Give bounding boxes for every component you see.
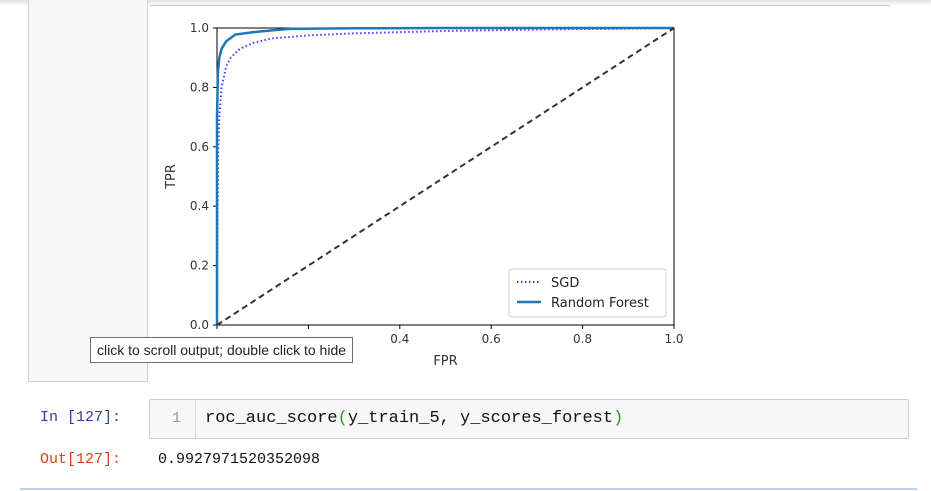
roc-plot[interactable]: 0.0 0.2 0.4 0.6 0.8 1.0 0.4 0.6 0.8 1.0 FPR TPR SGD R… xyxy=(150,8,710,380)
code-close-paren: ) xyxy=(613,409,624,428)
y-tick-label: 0.0 xyxy=(190,318,209,332)
code-open-paren: ( xyxy=(337,409,348,428)
code-function: roc_auc_score xyxy=(205,409,338,428)
legend-entry: Random Forest xyxy=(551,296,649,311)
output-prompt: Out[127]: xyxy=(40,451,122,468)
x-tick-label: 0.6 xyxy=(482,332,501,346)
code-args: y_train_5, y_scores_forest xyxy=(347,409,614,428)
series-line-sgd xyxy=(216,27,675,326)
x-tick-label: 0.4 xyxy=(390,332,409,346)
y-tick-label: 0.8 xyxy=(190,80,209,94)
legend-box xyxy=(508,268,667,318)
scroll-output-tooltip: click to scroll output; double click to … xyxy=(90,337,354,363)
cell-bottom-border xyxy=(20,488,917,490)
top-shadow xyxy=(0,0,931,6)
y-tick-label: 1.0 xyxy=(190,21,209,35)
y-axis-label: TPR xyxy=(164,164,179,190)
y-tick-label: 0.2 xyxy=(190,259,209,273)
x-tick-label: 1.0 xyxy=(664,332,683,346)
series-line-random-forest xyxy=(215,26,674,325)
code-cell-input[interactable]: 1 roc_auc_score(y_train_5, y_scores_fore… xyxy=(149,399,909,439)
code-line[interactable]: roc_auc_score(y_train_5, y_scores_forest… xyxy=(205,400,623,438)
legend-entry: SGD xyxy=(551,276,579,291)
output-prompt-area[interactable] xyxy=(28,0,148,382)
x-tick-label: 0.8 xyxy=(573,332,592,346)
y-tick-label: 0.4 xyxy=(190,199,209,213)
roc-chart: 0.0 0.2 0.4 0.6 0.8 1.0 0.4 0.6 0.8 1.0 FPR TPR SGD R… xyxy=(164,21,684,369)
input-prompt: In [127]: xyxy=(40,409,122,426)
line-number: 1 xyxy=(150,400,196,438)
diagonal-reference-line xyxy=(216,27,675,326)
output-value: 0.9927971520352098 xyxy=(158,451,321,468)
cell-border-line xyxy=(150,5,890,6)
y-tick-label: 0.6 xyxy=(190,140,209,154)
x-axis-label: FPR xyxy=(433,354,457,369)
